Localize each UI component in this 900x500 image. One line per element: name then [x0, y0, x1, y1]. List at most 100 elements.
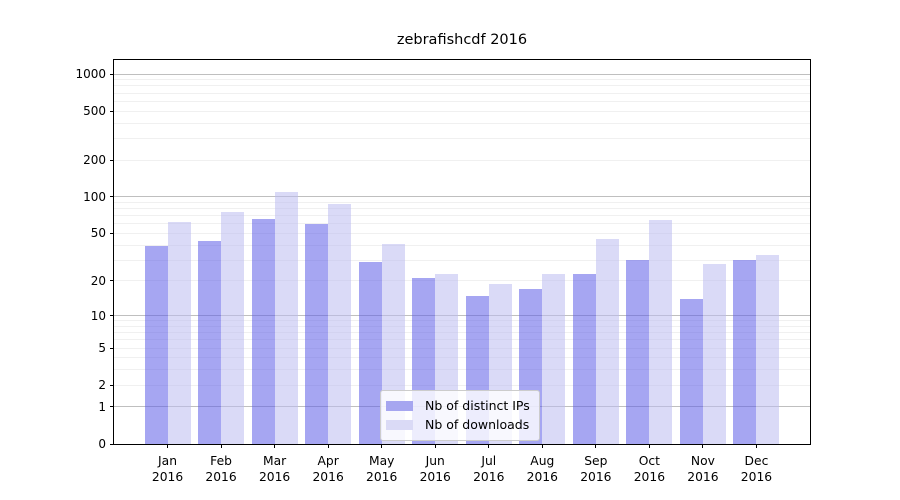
x-tick-mark [488, 444, 490, 448]
x-tick-label: Apr 2016 [301, 453, 355, 485]
bar-distinct-ips-oct [626, 260, 650, 444]
y-tick-label: 0 [98, 437, 106, 451]
x-tick-mark [648, 444, 650, 448]
x-tick-mark [220, 444, 222, 448]
bar-distinct-ips-may [358, 261, 382, 444]
y-tick-label: 200 [83, 153, 106, 167]
minor-gridline [114, 223, 810, 225]
y-tick-mark [110, 384, 114, 386]
minor-gridline [114, 201, 810, 203]
x-tick-month: Mar [263, 454, 287, 468]
chart-title: zebrafishcdf 2016 [396, 32, 528, 48]
x-tick-year: 2016 [633, 470, 666, 484]
y-tick-label: 10 [90, 308, 106, 323]
bar-downloads-sep [595, 238, 619, 444]
minor-gridline [114, 332, 810, 334]
x-tick-label: Mar 2016 [248, 453, 302, 485]
minor-gridline [114, 347, 810, 349]
minor-gridline [114, 110, 810, 112]
plot-area [113, 59, 811, 445]
x-tick-month: Jan [158, 454, 178, 468]
bar-distinct-ips-nov [679, 298, 703, 444]
y-tick-label: 500 [83, 104, 106, 119]
bar-distinct-ips-jan [144, 246, 168, 444]
x-tick-year: 2016 [687, 470, 719, 484]
x-tick-year: 2016 [205, 470, 237, 484]
legend-label-distinct-ips: Nb of distinct IPs [425, 398, 530, 413]
minor-gridline [114, 122, 810, 124]
x-tick-month: Jul [481, 454, 497, 468]
minor-gridline [114, 259, 810, 261]
y-tick-label: 100 [83, 189, 106, 204]
x-tick-mark [595, 444, 597, 448]
bar-downloads-mar [274, 192, 298, 444]
y-tick-mark [110, 406, 114, 408]
bar-distinct-ips-mar [251, 218, 275, 444]
x-tick-month: Dec [744, 454, 769, 468]
bar-distinct-ips-apr [305, 223, 329, 444]
y-tick-mark [110, 443, 114, 445]
major-gridline [114, 196, 810, 198]
x-tick-year: 2016 [312, 470, 344, 484]
x-tick-month: Aug [530, 454, 555, 468]
major-gridline [114, 73, 810, 75]
x-tick-mark [541, 444, 543, 448]
x-tick-month: Sep [584, 454, 608, 468]
legend-swatch-downloads [386, 419, 413, 430]
bar-distinct-ips-sep [572, 273, 596, 444]
bar-downloads-nov [702, 263, 726, 444]
minor-gridline [114, 384, 810, 386]
y-tick-label: 50 [90, 226, 106, 241]
minor-gridline [114, 215, 810, 217]
bar-downloads-dec [756, 255, 780, 444]
y-tick-mark [110, 315, 114, 317]
y-tick-label: 20 [90, 273, 106, 288]
y-tick-mark [110, 159, 114, 161]
x-tick-month: Jun [425, 454, 445, 468]
minor-gridline [114, 232, 810, 234]
x-tick-year: 2016 [526, 470, 558, 484]
bar-downloads-oct [649, 220, 673, 444]
minor-gridline [114, 92, 810, 94]
x-tick-year: 2016 [151, 470, 184, 484]
x-tick-mark [167, 444, 169, 448]
x-tick-label: Aug 2016 [515, 453, 569, 485]
y-tick-mark [110, 110, 114, 112]
x-tick-label: Oct 2016 [622, 453, 676, 485]
legend-label-downloads: Nb of downloads [425, 417, 530, 432]
y-tick-label: 1 [98, 399, 106, 414]
minor-gridline [114, 357, 810, 359]
x-tick-year: 2016 [419, 470, 451, 484]
bar-distinct-ips-feb [198, 241, 222, 444]
y-tick-mark [110, 73, 114, 75]
x-tick-label: Dec 2016 [729, 453, 783, 485]
x-tick-year: 2016 [366, 470, 398, 484]
bar-downloads-jan [167, 222, 191, 444]
legend-swatch-distinct-ips [386, 400, 413, 411]
minor-gridline [114, 85, 810, 87]
x-tick-mark [702, 444, 704, 448]
x-tick-year: 2016 [473, 470, 505, 484]
x-tick-month: Nov [690, 454, 715, 468]
minor-gridline [114, 280, 810, 282]
minor-gridline [114, 325, 810, 327]
minor-gridline [114, 369, 810, 371]
y-tick-mark [110, 280, 114, 282]
x-tick-month: Feb [210, 454, 232, 468]
x-tick-month: Apr [317, 454, 339, 468]
y-tick-label: 5 [98, 341, 106, 356]
minor-gridline [114, 159, 810, 161]
y-tick-mark [110, 196, 114, 198]
legend: Nb of distinct IPs Nb of downloads [380, 390, 540, 441]
x-tick-month: May [368, 454, 395, 468]
x-tick-year: 2016 [740, 470, 773, 484]
bar-downloads-apr [328, 204, 352, 444]
x-tick-mark [434, 444, 436, 448]
bar-downloads-aug [542, 273, 566, 444]
x-tick-label: Feb 2016 [194, 453, 248, 485]
legend-item-distinct-ips: Nb of distinct IPs [386, 396, 530, 415]
legend-item-downloads: Nb of downloads [386, 415, 530, 434]
x-tick-label: Jul 2016 [462, 453, 516, 485]
minor-gridline [114, 100, 810, 102]
